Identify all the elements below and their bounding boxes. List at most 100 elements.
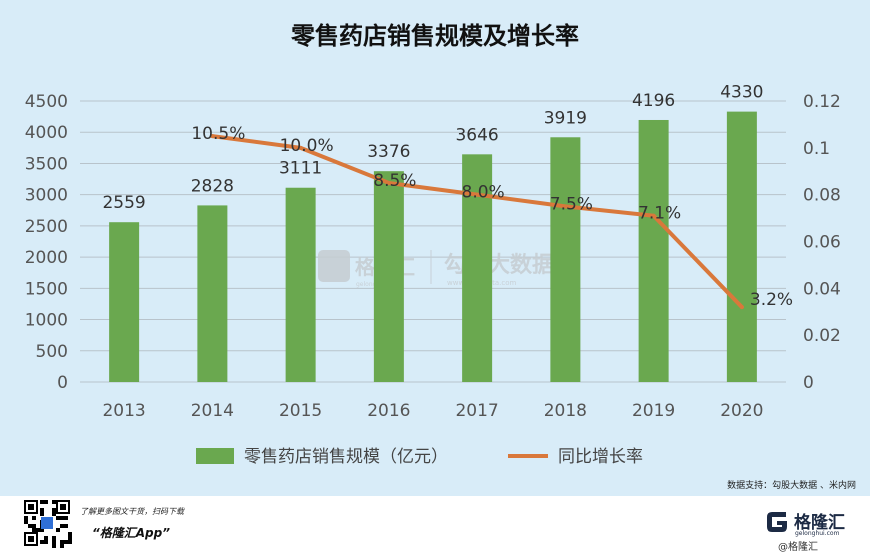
x-tick-label: 2015 bbox=[279, 401, 322, 421]
y-left-tick-label: 2500 bbox=[25, 217, 68, 237]
legend-bar-label: 零售药店销售规模（亿元） bbox=[244, 447, 448, 467]
bar-value-label: 2828 bbox=[191, 176, 234, 196]
brand-logo: 格隆汇 gelonghui.com @格隆汇 bbox=[764, 502, 854, 554]
qr-module bbox=[32, 516, 36, 520]
qr-module bbox=[40, 500, 44, 504]
qr-module bbox=[64, 516, 68, 520]
bar bbox=[285, 187, 316, 382]
chart-title: 零售药店销售规模及增长率 bbox=[290, 22, 579, 50]
bar-value-label: 3646 bbox=[455, 125, 498, 145]
y-right-tick-label: 0.06 bbox=[803, 233, 841, 253]
qr-module bbox=[60, 524, 64, 528]
brand-logo-website: gelonghui.com bbox=[795, 530, 840, 537]
bar-value-label: 3919 bbox=[544, 108, 587, 128]
growth-rate-point bbox=[563, 204, 568, 209]
chart-panel: 零售药店销售规模及增长率 0 500 1000 1500 2000 2500 3000 3500… bbox=[0, 0, 870, 496]
qr-module bbox=[64, 524, 68, 528]
qr-module bbox=[52, 500, 56, 504]
bar-value-label: 2559 bbox=[102, 193, 145, 213]
chart-canvas: 零售药店销售规模及增长率 0 500 1000 1500 2000 2500 3000 3500… bbox=[25, 22, 841, 467]
growth-rate-label: 7.1% bbox=[638, 204, 681, 224]
qr-module bbox=[52, 536, 56, 540]
x-tick-label: 2013 bbox=[102, 401, 145, 421]
qr-module bbox=[32, 528, 36, 532]
qr-finder-core bbox=[60, 504, 66, 510]
qr-module bbox=[24, 516, 28, 520]
qr-module bbox=[68, 540, 72, 544]
growth-rate-label: 10.5% bbox=[191, 124, 245, 144]
y-right-tick-label: 0.08 bbox=[803, 186, 841, 206]
bar bbox=[197, 205, 228, 382]
x-tick-label: 2016 bbox=[367, 401, 410, 421]
qr-module bbox=[40, 528, 44, 532]
y-left-tick-label: 0 bbox=[57, 373, 68, 393]
bar bbox=[373, 171, 404, 382]
bar-value-label: 3376 bbox=[367, 142, 410, 162]
y-right-tick-label: 0.12 bbox=[803, 92, 841, 112]
qr-module bbox=[24, 520, 28, 524]
y-left-tick-label: 3500 bbox=[25, 154, 68, 174]
qr-module bbox=[28, 524, 32, 528]
brand-logo-tag: @格隆汇 bbox=[778, 542, 818, 553]
promo-text: 了解更多图文干货，扫码下载 bbox=[80, 507, 184, 516]
qr-module bbox=[32, 524, 36, 528]
bar bbox=[109, 222, 140, 382]
qr-module bbox=[52, 512, 56, 516]
y-left-tick-label: 500 bbox=[36, 342, 68, 362]
x-tick-label: 2014 bbox=[191, 401, 234, 421]
qr-finder-core bbox=[28, 504, 34, 510]
y-left-tick-label: 3000 bbox=[25, 186, 68, 206]
legend-line-label: 同比增长率 bbox=[558, 447, 643, 467]
bar-value-label: 3111 bbox=[279, 159, 322, 179]
x-tick-label: 2017 bbox=[455, 401, 498, 421]
growth-rate-point bbox=[475, 192, 480, 197]
footer: 了解更多图文干货，扫码下载 “格隆汇App” 格隆汇 gelonghui.com… bbox=[0, 496, 870, 559]
qr-module bbox=[36, 528, 40, 532]
growth-rate-label: 7.5% bbox=[550, 194, 593, 214]
bar bbox=[726, 111, 757, 383]
qr-module bbox=[56, 528, 60, 532]
qr-module bbox=[44, 500, 48, 504]
y-left-tick-label: 1000 bbox=[25, 311, 68, 331]
qr-module bbox=[52, 540, 56, 544]
x-tick-label: 2018 bbox=[544, 401, 587, 421]
bar-value-label: 4196 bbox=[632, 91, 675, 111]
qr-module bbox=[40, 508, 44, 512]
x-tick-label: 2019 bbox=[632, 401, 675, 421]
promo-app-name: “格隆汇App” bbox=[92, 526, 170, 540]
y-right-tick-label: 0 bbox=[803, 373, 814, 393]
qr-module bbox=[60, 544, 64, 548]
growth-rate-point bbox=[298, 145, 303, 150]
y-left-tick-label: 4000 bbox=[25, 123, 68, 143]
watermark-logo-icon bbox=[318, 250, 350, 282]
source-note: 数据支持：勾股大数据 、米内网 bbox=[727, 481, 856, 491]
brand-g-icon bbox=[767, 512, 787, 532]
qr-code-icon bbox=[22, 498, 72, 548]
y-left-tick-label: 1500 bbox=[25, 279, 68, 299]
growth-rate-label: 3.2% bbox=[750, 290, 793, 310]
qr-module bbox=[52, 508, 56, 512]
qr-center-logo bbox=[41, 517, 53, 529]
brand-logo-name: 格隆汇 bbox=[794, 513, 845, 533]
growth-rate-label: 8.5% bbox=[373, 171, 416, 191]
y-left-tick-label: 2000 bbox=[25, 248, 68, 268]
bar bbox=[638, 119, 669, 383]
bar bbox=[550, 137, 581, 382]
y-left-tick-label: 4500 bbox=[25, 92, 68, 112]
qr-module bbox=[40, 512, 44, 516]
growth-rate-point bbox=[210, 134, 215, 139]
x-tick-label: 2020 bbox=[720, 401, 763, 421]
qr-module bbox=[40, 540, 44, 544]
y-right-tick-label: 0.1 bbox=[803, 139, 830, 159]
y-right-tick-label: 0.02 bbox=[803, 326, 841, 346]
growth-rate-point bbox=[651, 213, 656, 218]
watermark-partner: 勾股大数据 bbox=[444, 252, 554, 278]
qr-module bbox=[68, 532, 72, 536]
qr-module bbox=[56, 516, 60, 520]
bar-value-label: 4330 bbox=[720, 83, 763, 103]
qr-module bbox=[44, 536, 48, 540]
growth-rate-label: 8.0% bbox=[462, 183, 505, 203]
qr-module bbox=[44, 540, 48, 544]
y-right-tick-label: 0.04 bbox=[803, 279, 841, 299]
